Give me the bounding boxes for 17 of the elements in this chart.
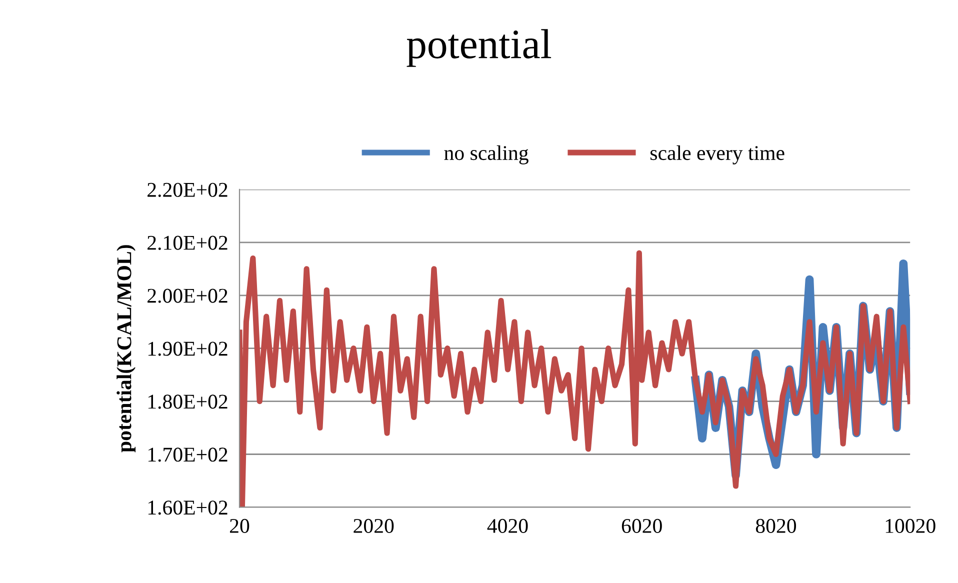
x-tick-label: 2020 — [354, 518, 394, 533]
y-tick-label: 1.90E+02 — [148, 342, 228, 356]
y-tick-label: 2.10E+02 — [148, 236, 228, 250]
y-tick-label: 2.20E+02 — [148, 182, 228, 197]
x-tick-label: 20 — [230, 518, 250, 533]
x-tick-label: 4020 — [487, 518, 528, 533]
y-tick-label: 1.80E+02 — [148, 394, 228, 409]
chart-title: potential — [406, 29, 552, 67]
y-tick-label: 2.00E+02 — [148, 288, 228, 303]
y-tick-label: 1.60E+02 — [148, 500, 228, 515]
legend-label: no scaling — [444, 145, 528, 164]
legend-label: scale every time — [650, 145, 784, 164]
x-tick-label: 6020 — [622, 518, 662, 533]
y-axis-title: potential(KCAL/MOL) — [116, 245, 136, 452]
x-tick-label: 10020 — [886, 518, 936, 533]
x-tick-label: 8020 — [756, 518, 796, 533]
y-tick-label: 1.70E+02 — [148, 448, 228, 462]
